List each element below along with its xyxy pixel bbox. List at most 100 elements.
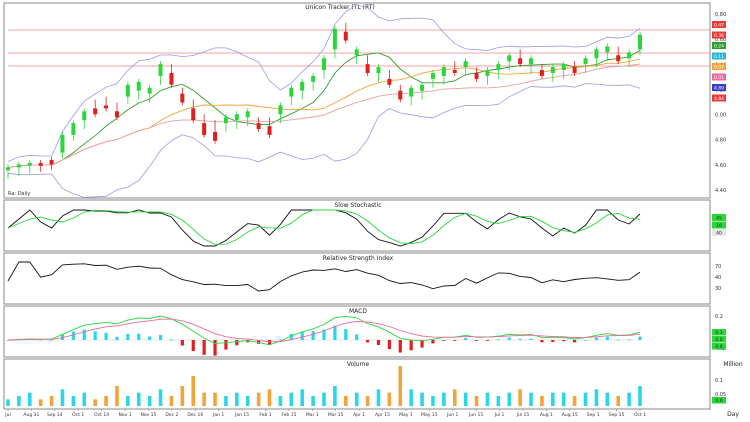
volume-bar [496,396,501,406]
volume-bar [627,392,631,406]
candle-body [60,134,65,153]
macd-histogram-bar [235,340,239,346]
candle-body [38,162,43,166]
macd-lines [6,315,642,356]
macd-histogram-bar [311,331,315,340]
volume-bar [278,396,283,406]
x-tick-label: Sep 15 [609,412,625,418]
volume-bar [387,392,392,406]
volume-right-title: Million [723,361,743,368]
macd-histogram-bar [529,338,533,340]
macd-histogram-bar [39,339,43,341]
volume-bar [572,396,577,406]
x-tick-label: Jun 15 [468,412,483,418]
stochastic-badge-value: 45 [716,216,722,222]
volume-bar [49,396,54,406]
stochastic-badge [712,214,726,221]
x-tick-label: Dec 16 [187,412,203,418]
rsi-tick-label: 40 [715,275,721,281]
volume-bar [529,392,533,406]
candle-body [27,162,32,166]
volume-bar [104,396,108,406]
macd-signal-line [7,318,641,343]
volume-bar [191,376,196,406]
candle-body [420,84,425,91]
macd-histogram-bar [605,336,609,340]
x-tick-label: May 1 [399,412,413,418]
volume-bar [38,399,43,406]
volume-bar [169,396,174,406]
candle-body [430,72,435,79]
rsi-series [7,261,641,292]
macd-histogram-bar [224,340,228,350]
macd-histogram-bar [71,331,75,340]
volume-bar [376,389,381,406]
candle-body [136,81,141,91]
candle-body [529,58,534,65]
volume-bar [605,392,610,406]
moving-average-short [7,50,641,168]
candle-body [518,58,523,65]
volume-bar [365,396,370,406]
macd-histogram-bar [82,329,86,340]
macd-histogram-bar [93,331,97,340]
volume-bar [115,386,119,406]
legend-badge [712,84,726,91]
x-tick-label: Mar 15 [328,412,344,418]
stochastic-lines [7,209,641,247]
macd-badge [712,336,726,343]
volume-bar [452,389,457,406]
volume-bar [431,396,435,406]
x-tick-label: May 15 [421,412,438,418]
stochastic-badge-value: 16 [716,223,722,229]
volume-title: Volume [347,361,370,368]
candle-body [82,111,87,121]
macd-badge-value: 0.0 [715,344,722,350]
volume-y-axis: 0.1 0.05 [715,378,726,398]
price-tick-label: 4.80 [715,138,726,144]
stochastic-title: Slow Stochastic [334,202,381,209]
volume-bar [6,399,10,406]
macd-histogram-bar [333,325,337,340]
volume-bar [322,392,326,406]
volume-bar [594,389,599,406]
volume-bar [71,396,76,406]
candle-body [180,93,185,103]
macd-histogram-bar [148,336,152,340]
candle-body [311,75,316,82]
volume-bar [300,389,305,406]
volume-bar [485,392,490,406]
rsi-tick-label: 70 [715,264,721,270]
macd-histogram-bar [540,340,544,343]
x-tick-label: Nov 1 [118,412,131,418]
price-tick-label: 0.80 [715,12,726,18]
candle-body [485,70,490,76]
macd-histogram-bar [485,340,490,341]
macd-histogram-bar [453,340,457,341]
macd-histogram-bar [474,340,479,341]
rsi-panel [3,252,711,305]
candle-body [267,126,272,135]
volume-tick-label: 0.1 [715,378,723,384]
volume-bar [27,392,32,406]
legend-badge [712,94,726,102]
x-tick-label: Aug 15 [562,412,578,418]
rsi-y-axis: 70 40 30 [715,264,721,292]
macd-histogram-bar [126,333,130,340]
volume-bar [507,392,512,406]
macd-histogram-bar [300,331,304,340]
volume-bar [224,396,228,406]
price-tick-label: 4.60 [715,163,726,169]
macd-histogram-bar [627,339,631,341]
macd-badge-value: 0.0 [715,337,722,343]
volume-bar [561,392,566,406]
legend-badge [712,52,726,60]
legend-badge-value: 4.84 [714,96,724,102]
candle-body [245,111,250,118]
candle-body [71,123,76,135]
price-panel-title: Unicon Tracker (TL (RT) [305,4,374,11]
candle-body [125,84,130,97]
x-tick-label: Aug 1 [540,412,553,418]
timeframe-label: Ra: Daily [8,191,30,197]
